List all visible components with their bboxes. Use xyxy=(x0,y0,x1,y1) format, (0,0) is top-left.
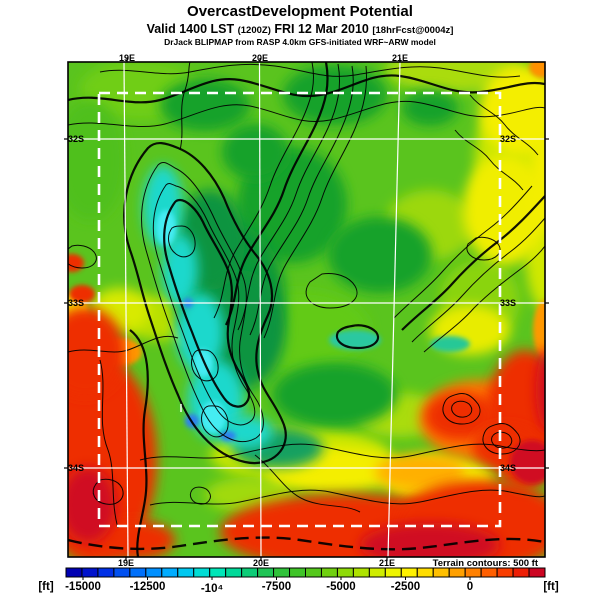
colorbar-cell xyxy=(177,567,195,578)
colorbar-cell xyxy=(113,567,131,578)
colorbar-cell xyxy=(320,567,338,578)
lat-label-left-33s: 33S xyxy=(68,298,84,308)
colorbar-cell xyxy=(257,567,275,578)
colorbar-cell xyxy=(512,567,530,578)
colorbar-cell xyxy=(352,567,370,578)
terrain-contours xyxy=(68,62,545,557)
colorbar-unit-right: [ft] xyxy=(543,581,558,593)
lat-label-left-34s: 34S xyxy=(68,463,84,473)
colorbar-tick-2500: -2500 xyxy=(391,581,420,593)
lon-label-top-21e: 21E xyxy=(392,53,408,63)
colorbar-cell xyxy=(480,567,498,578)
lon-label-bottom-19e: 19E xyxy=(118,558,134,568)
colorbar-cell xyxy=(129,567,147,578)
lon-label-bottom-21e: 21E xyxy=(379,558,395,568)
lat-label-right-32s: 32S xyxy=(500,134,516,144)
valid-prefix: Valid 1400 LST xyxy=(146,22,235,36)
colorbar-cell xyxy=(161,567,179,578)
lat-label-right-33s: 33S xyxy=(500,298,516,308)
colorbar-cell xyxy=(81,567,99,578)
colorbar xyxy=(65,567,546,578)
colorbar-cell xyxy=(432,567,450,578)
lon-label-top-20e: 20E xyxy=(252,53,268,63)
colorbar-ticks xyxy=(82,577,471,580)
colorbar-cell xyxy=(65,567,83,578)
colorbar-tick-0: 0 xyxy=(467,581,473,593)
header: OvercastDevelopment Potential Valid 1400… xyxy=(0,0,600,47)
colorbar-cell xyxy=(336,567,354,578)
map-area xyxy=(68,62,545,557)
colorbar-cell xyxy=(209,567,227,578)
lon-label-bottom-20e: 20E xyxy=(253,558,269,568)
valid-fcst: [18hrFcst@0004z] xyxy=(372,25,454,36)
terrain-note: Terrain contours: 500 ft xyxy=(433,558,539,569)
latlon-grid xyxy=(68,62,545,557)
colorbar-unit-left: [ft] xyxy=(38,581,53,593)
colorbar-cell xyxy=(416,567,434,578)
valid-date: FRI 12 Mar 2010 xyxy=(274,22,369,36)
colorbar-cell xyxy=(528,567,546,578)
colorbar-cell xyxy=(241,567,259,578)
valid-line: Valid 1400 LST (1200Z) FRI 12 Mar 2010 [… xyxy=(0,22,600,36)
lat-label-right-34s: 34S xyxy=(500,463,516,473)
valid-zulu: (1200Z) xyxy=(237,25,271,36)
colorbar-cell xyxy=(97,567,115,578)
axis-ticks xyxy=(64,58,549,561)
colorbar-cell xyxy=(368,567,386,578)
colorbar-tick-15000: -15000 xyxy=(65,581,101,593)
colorbar-cell xyxy=(273,567,291,578)
colorbar-tick-7500: -7500 xyxy=(262,581,291,593)
colorbar-cell xyxy=(384,567,402,578)
domain-boundary-box xyxy=(97,91,502,528)
colorbar-cell xyxy=(289,567,306,578)
colorbar-tick-5000: -5000 xyxy=(326,581,355,593)
colorbar-cell xyxy=(193,567,211,578)
page-title: OvercastDevelopment Potential xyxy=(187,3,413,20)
colorbar-tick-12500: -12500 xyxy=(130,581,166,593)
colorbar-cell xyxy=(145,567,163,578)
lat-label-left-32s: 32S xyxy=(68,134,84,144)
model-line: DrJack BLIPMAP from RASP 4.0km GFS-initi… xyxy=(164,37,436,47)
colorbar-cell xyxy=(400,567,418,578)
colorbar-cell xyxy=(464,567,482,578)
map-border xyxy=(67,61,546,558)
lon-label-top-19e: 19E xyxy=(119,53,135,63)
colorbar-tick-10e4: -10⁴ xyxy=(201,583,224,595)
colorbar-cell xyxy=(496,567,514,578)
colorbar-cell xyxy=(225,567,243,578)
colorbar-cell xyxy=(305,567,322,578)
colorbar-cell xyxy=(448,567,466,578)
